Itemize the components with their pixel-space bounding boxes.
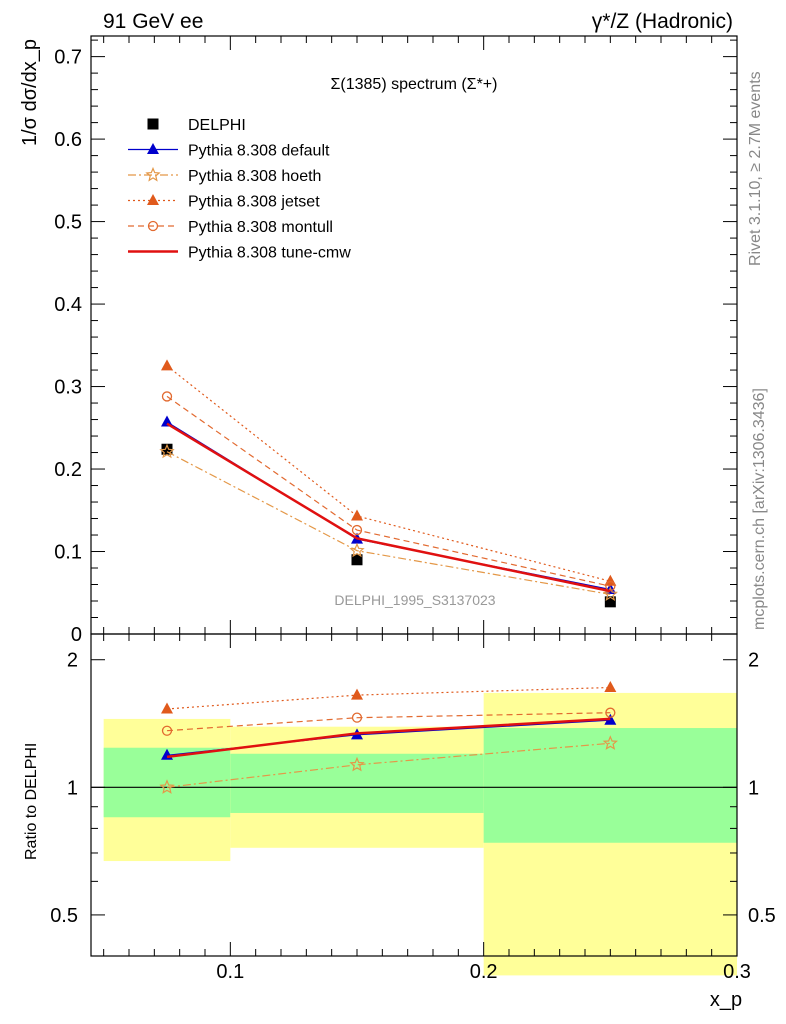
ratio-frame: [90, 633, 738, 957]
data-point: [351, 509, 363, 521]
main-y-tick-label: 0.5: [54, 212, 82, 234]
main-x-ticks: [103, 36, 738, 634]
legend-entry: Pythia 8.308 default: [188, 143, 330, 160]
main-y-axis: 0 0.1 0.2 0.3 0.4 0.5 0.6 0.7: [54, 39, 737, 646]
ratio-data-point: [605, 707, 616, 718]
ratio-uncertainty-bands: [91, 692, 737, 976]
main-y-label: 1/σ dσ/dx_p: [19, 39, 41, 146]
rivet-label: Rivet 3.1.10, ≥ 2.7M events: [747, 71, 764, 266]
ratio-data-point: [161, 725, 173, 736]
ratio-series-line: [166, 712, 611, 732]
data-point: [161, 359, 173, 371]
legend-marker: [147, 118, 159, 130]
header-left: 91 GeV ee: [103, 10, 203, 33]
ratio-y-label: Ratio to DELPHI: [23, 743, 40, 860]
mcplots-label: mcplots.cern.ch [arXiv:1306.3436]: [751, 388, 768, 630]
legend: DELPHI Pythia 8.308 default Pythia 8.308 h…: [128, 117, 351, 262]
ratio-y-tick-label: 1: [67, 777, 78, 799]
ratio-data-point: [349, 756, 365, 772]
plot-title: Σ(1385) spectrum (Σ*+): [331, 76, 498, 93]
legend-marker: [147, 194, 159, 205]
x-axis-label: x_p: [710, 989, 742, 1011]
series-line: [166, 422, 611, 593]
main-y-tick-label: 0.2: [54, 459, 82, 481]
ratio-x-tick-label: 0.2: [470, 961, 498, 983]
ratio-data-point: [604, 680, 617, 692]
data-point: [602, 586, 618, 602]
ratio-y-tick-label-right: 2: [748, 650, 759, 672]
main-panel: 0 0.1 0.2 0.3 0.4 0.5 0.6 0.7 Σ(1385) spectrum …: [19, 35, 738, 646]
ratio-panel: 0.5 0.5 1 1 2 2 0.1 0.2 0.3 Ratio to DELPHI x_p: [23, 633, 776, 1011]
ratio-series-layer: [159, 680, 619, 794]
legend-marker: [147, 143, 159, 154]
ratio-band-green: [230, 753, 484, 813]
data-point: [161, 415, 173, 427]
legend-entry: Pythia 8.308 tune-cmw: [188, 245, 351, 262]
ratio-y-tick-label-right: 0.5: [748, 905, 776, 927]
series-line: [166, 365, 611, 582]
series-line: [166, 451, 611, 595]
data-point: [351, 524, 363, 536]
main-y-tick-label: 0.1: [54, 542, 82, 564]
data-point: [351, 554, 363, 566]
legend-entry: Pythia 8.308 montull: [188, 219, 333, 236]
ratio-data-point: [351, 688, 363, 700]
data-point: [604, 596, 616, 608]
ratio-x-tick-label: 0.3: [723, 961, 751, 983]
ratio-y-axis: 0.5 0.5 1 1 2 2: [50, 650, 776, 957]
legend-marker: [147, 220, 159, 232]
data-point: [161, 391, 173, 402]
main-y-tick-label: 0.6: [54, 129, 82, 151]
ratio-y-tick-label-right: 1: [748, 777, 759, 799]
main-y-tick-label: 0.3: [54, 377, 82, 399]
main-y-tick-label: 0: [71, 624, 82, 646]
ratio-band-green: [483, 728, 737, 843]
legend-entry: DELPHI: [188, 117, 246, 134]
ratio-data-point: [161, 702, 173, 714]
ratio-data-point: [159, 779, 175, 794]
main-y-tick-label: 0.4: [54, 294, 82, 316]
data-point: [349, 542, 365, 558]
header-right: γ*/Z (Hadronic): [592, 10, 733, 33]
ratio-data-point: [604, 713, 617, 725]
ratio-series-line: [166, 717, 611, 759]
ratio-data-point: [602, 735, 619, 750]
ratio-data-point: [351, 712, 363, 723]
ratio-y-tick-label: 2: [67, 650, 78, 672]
legend-marker: [145, 166, 161, 182]
legend-entry: Pythia 8.308 hoeth: [188, 168, 321, 185]
series-line: [166, 395, 611, 587]
main-y-tick-label: 0.7: [54, 47, 82, 69]
ratio-x-axis: 0.1 0.2 0.3: [103, 634, 751, 983]
data-point: [159, 443, 175, 459]
legend-entry: Pythia 8.308 jetset: [188, 194, 320, 211]
ratio-x-tick-label: 0.1: [216, 961, 244, 983]
data-point: [161, 443, 173, 455]
main-series-layer: [159, 359, 618, 608]
ratio-y-tick-label: 0.5: [50, 905, 78, 927]
analysis-watermark: DELPHI_1995_S3137023: [334, 592, 495, 608]
